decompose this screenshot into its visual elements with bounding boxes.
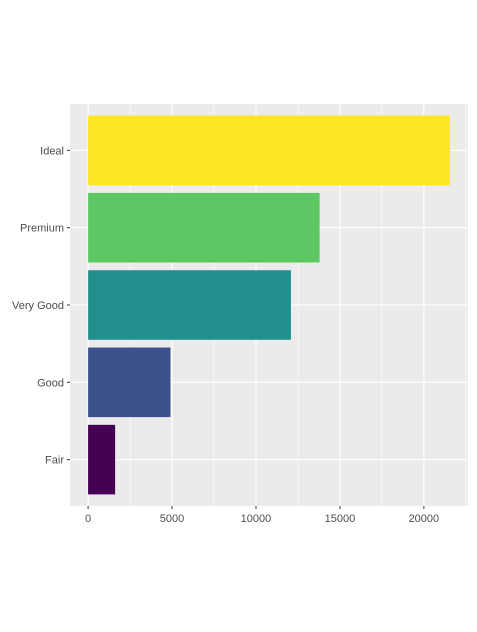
bar-good — [88, 347, 171, 418]
x-tick-label: 15000 — [325, 513, 356, 525]
bar-very-good — [88, 270, 291, 340]
bars-group — [88, 115, 450, 495]
y-tick-label: Good — [37, 377, 64, 389]
y-tick-label: Ideal — [40, 145, 64, 157]
x-tick-label: 5000 — [160, 513, 184, 525]
x-tick-label: 10000 — [241, 513, 272, 525]
x-tick-label: 0 — [85, 513, 91, 525]
bar-premium — [88, 192, 320, 263]
y-tick-label: Very Good — [12, 300, 64, 312]
x-tick-label: 20000 — [409, 513, 440, 525]
bar-ideal — [88, 115, 450, 186]
y-axis: Fair Good Very Good Premium Ideal — [12, 145, 70, 467]
y-tick-label: Fair — [45, 455, 64, 467]
x-axis: 0 5000 10000 15000 20000 — [85, 506, 439, 525]
bar-fair — [88, 424, 116, 495]
y-tick-label: Premium — [20, 223, 64, 235]
